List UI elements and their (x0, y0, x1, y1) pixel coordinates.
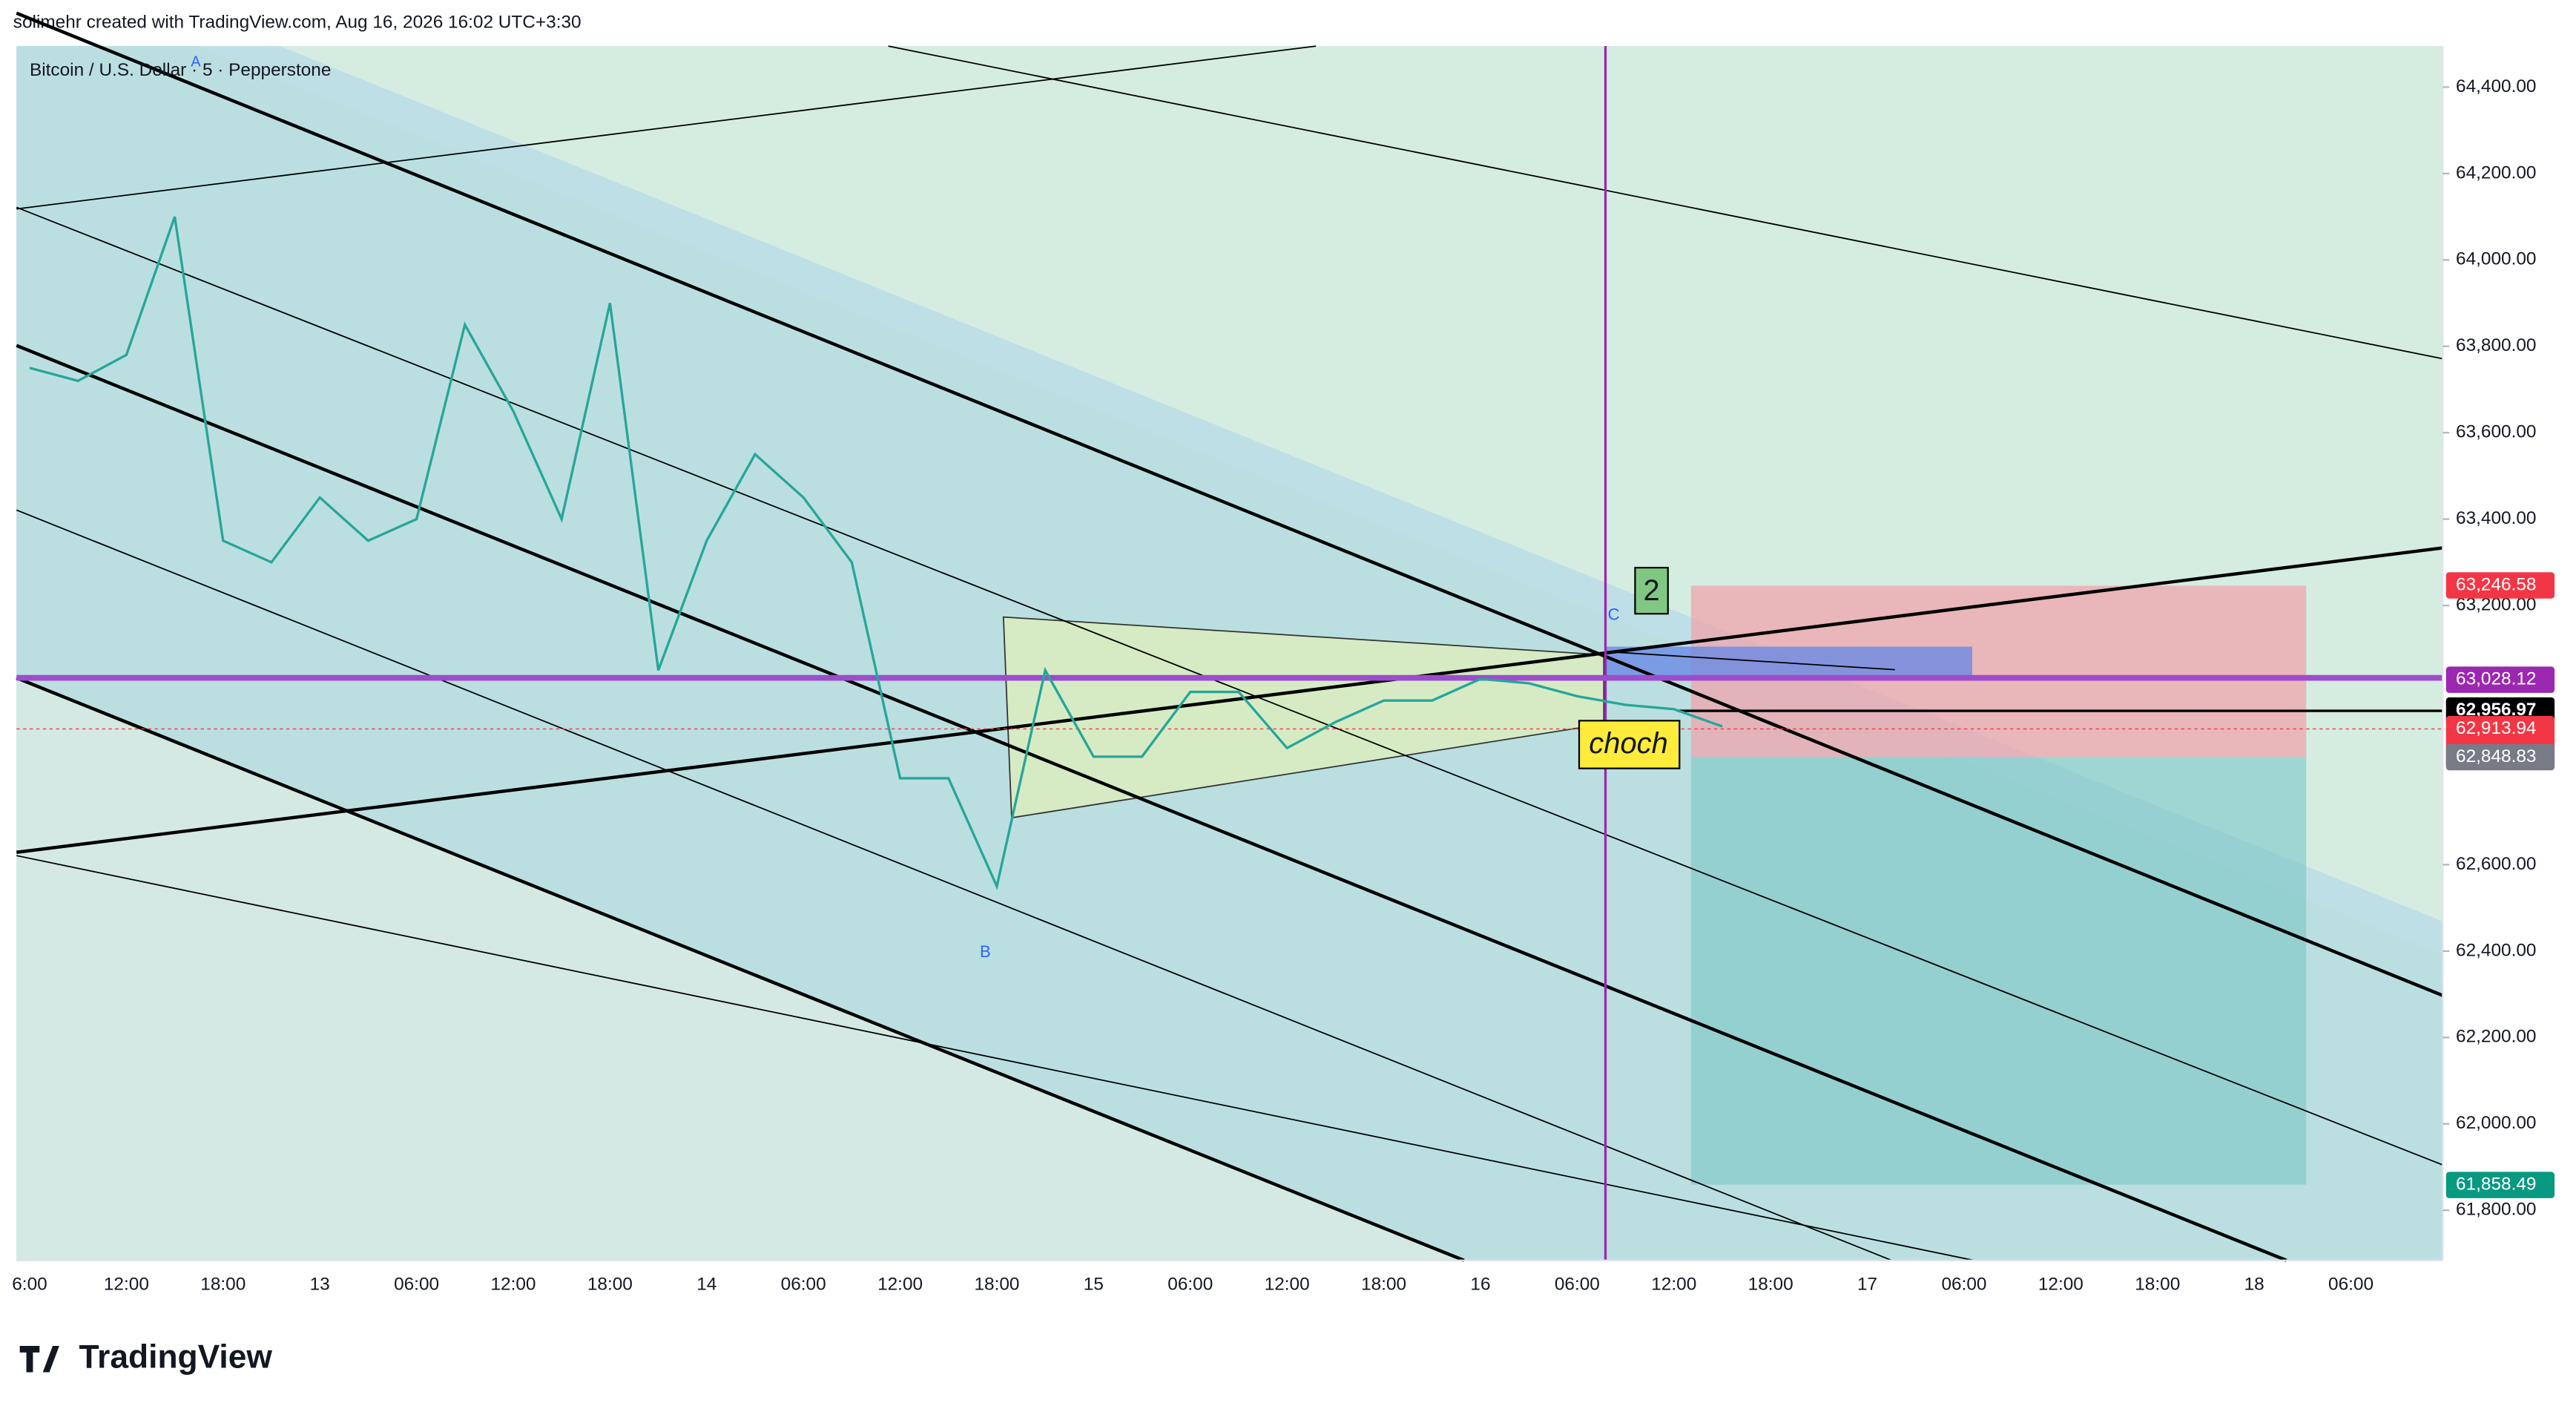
price-line (29, 216, 1723, 890)
x-tick-label: 14 (696, 1274, 717, 1294)
trend-line (16, 546, 2443, 854)
x-tick-label: 15 (1084, 1274, 1104, 1294)
y-tick-label: 62,000.00 (2456, 1113, 2536, 1133)
logo-text: TradingView (79, 1339, 273, 1376)
y-tick-label: 63,800.00 (2456, 335, 2536, 355)
x-tick-label: 06:00 (2328, 1274, 2374, 1294)
price-tag-label: 63,246.58 (2456, 574, 2536, 594)
y-tick-label: 64,400.00 (2456, 76, 2536, 96)
x-tick-label: 06:00 (1941, 1274, 1986, 1294)
channel-line (16, 676, 1465, 1262)
x-tick-label: 17 (1857, 1274, 1877, 1294)
thin-line (888, 45, 2443, 360)
x-tick-label: 18 (2244, 1274, 2264, 1294)
thin-line (16, 855, 1974, 1261)
wave-label: 2 (1644, 574, 1660, 607)
price-tag (2445, 1172, 2555, 1198)
price-tag-label: 63,028.12 (2456, 669, 2536, 689)
x-tick-label: 18:00 (1361, 1274, 1406, 1294)
wave-box (1634, 566, 1669, 615)
target-zone (1690, 757, 2307, 1185)
channel-line (16, 11, 2444, 997)
label-a: A (191, 54, 201, 70)
price-tag-label: 62,913.94 (2456, 718, 2536, 738)
x-tick-label: 12:00 (1265, 1274, 1310, 1294)
y-tick-label: 62,600.00 (2456, 854, 2536, 874)
y-tick-label: 62,400.00 (2456, 940, 2536, 960)
price-tag (2445, 743, 2555, 771)
channel-line (16, 344, 2287, 1262)
x-tick-label: 18:00 (587, 1274, 633, 1294)
x-tick-label: 06:00 (1555, 1274, 1600, 1294)
choch-box (1578, 720, 1681, 769)
logo: TradingView (19, 1339, 273, 1376)
choch-label: choch (1589, 727, 1668, 760)
x-tick-label: 12:00 (877, 1274, 923, 1294)
y-tick-label: 64,200.00 (2456, 162, 2536, 183)
label-c: C (1608, 605, 1620, 623)
x-tick-label: 13 (310, 1274, 330, 1294)
header: solimehr created with TradingView.com, A… (13, 12, 582, 32)
thin-line (1605, 651, 1895, 671)
x-tick-label: 12:00 (490, 1274, 536, 1294)
x-tick-label: 12:00 (104, 1274, 149, 1294)
x-tick-label: 12:00 (1651, 1274, 1696, 1294)
price-tag-label: 62,848.83 (2456, 746, 2536, 766)
y-tick-label: 63,600.00 (2456, 422, 2536, 442)
price-tag (2445, 572, 2555, 599)
x-tick-label: 12:00 (2038, 1274, 2083, 1294)
symbol-title: Bitcoin / U.S. Dollar · 5 · Pepperstone (30, 60, 331, 80)
thin-line (16, 45, 1317, 210)
x-tick-label: 18:00 (974, 1274, 1019, 1294)
x-tick-label: 06:00 (394, 1274, 439, 1294)
y-tick-label: 64,000.00 (2456, 249, 2536, 269)
y-tick-label: 61,800.00 (2456, 1200, 2536, 1220)
logo-icon (19, 1346, 59, 1373)
channel-mid (16, 509, 1892, 1261)
y-tick-label: 62,200.00 (2456, 1027, 2536, 1047)
blue-box (1605, 646, 1973, 678)
x-tick-label: 06:00 (1167, 1274, 1213, 1294)
x-tick-label: 16 (1470, 1274, 1490, 1294)
channel-mid (16, 206, 2443, 1166)
x-tick-label: 18:00 (200, 1274, 246, 1294)
x-tick-label: 18:00 (2135, 1274, 2180, 1294)
label-b: B (980, 942, 991, 961)
y-tick-label: 63,400.00 (2456, 508, 2536, 528)
x-tick-label: 18:00 (1748, 1274, 1793, 1294)
x-tick-label: 06:00 (781, 1274, 826, 1294)
price-tag (2445, 666, 2555, 693)
price-tag-label: 61,858.49 (2456, 1175, 2536, 1195)
plot-drawings (16, 11, 2444, 1262)
x-tick-label: 6:00 (12, 1274, 47, 1294)
